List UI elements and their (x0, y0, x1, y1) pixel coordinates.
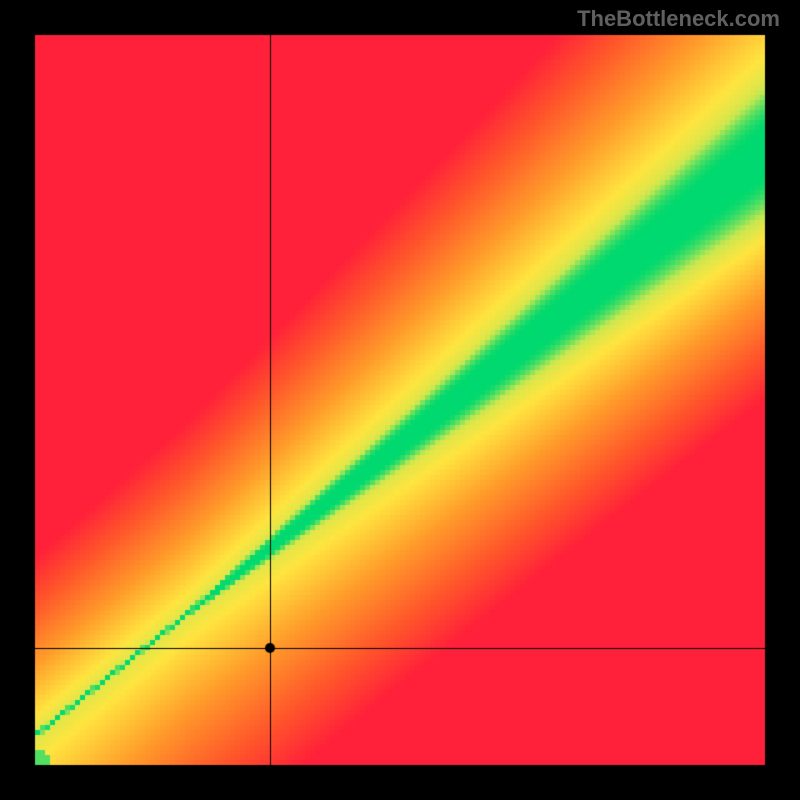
watermark-text: TheBottleneck.com (577, 6, 780, 32)
chart-container: TheBottleneck.com (0, 0, 800, 800)
heatmap-canvas (0, 0, 800, 800)
